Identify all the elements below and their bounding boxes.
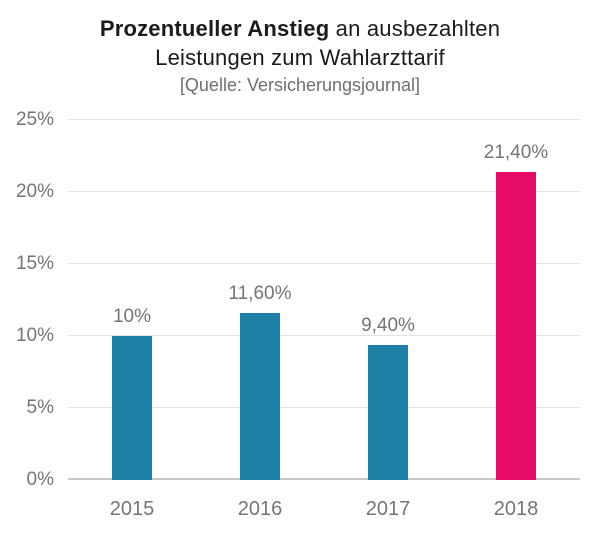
value-label-2015: 10%: [112, 306, 152, 327]
bar-2016: [240, 312, 280, 480]
gridline: [68, 407, 580, 408]
y-tick-label: 0%: [26, 469, 54, 490]
bar-2015: [112, 336, 152, 480]
bar-column-2018: 21,40% 2018: [452, 120, 580, 520]
y-axis: 0% 5% 10% 15% 20% 25%: [0, 109, 54, 490]
y-tick-label: 25%: [15, 109, 54, 130]
bar-column-2015: 10% 2015: [68, 120, 196, 520]
plot-area: 10% 2015 11,60% 2016 9,40% 2017 21,40% 2018: [68, 119, 580, 520]
value-label-2017: 9,40%: [361, 314, 415, 336]
x-tick-label-2017: 2017: [365, 498, 411, 520]
y-tick-label: 5%: [26, 397, 54, 418]
chart-source: [Quelle: Versicherungsjournal]: [179, 75, 421, 95]
y-tick-label: 20%: [15, 181, 54, 202]
chart-title-regular: an ausbezahlten: [329, 16, 501, 41]
value-label-2018: 21,40%: [483, 141, 549, 163]
x-tick-label-2016: 2016: [237, 498, 283, 520]
gridline: [68, 263, 580, 264]
chart-title: Prozentueller Anstieg an ausbezahlten Lei…: [0, 14, 600, 72]
gridline: [68, 191, 580, 192]
gridline: [68, 335, 580, 336]
bar-column-2016: 11,60% 2016: [196, 120, 324, 520]
y-tick-label: 10%: [15, 325, 54, 346]
chart-title-bold: Prozentueller Anstieg: [99, 16, 330, 41]
x-tick-label-2018: 2018: [493, 498, 539, 520]
x-tick-label-2015: 2015: [109, 498, 155, 520]
y-tick-label: 15%: [15, 253, 54, 274]
bar-2017: [368, 344, 408, 480]
chart-title-line2: Leistungen zum Wahlarzttarif: [155, 45, 445, 70]
value-label-2016: 11,60%: [228, 282, 292, 304]
bar-column-2017: 9,40% 2017: [324, 120, 452, 520]
chart-title-block: Prozentueller Anstieg an ausbezahlten Lei…: [0, 14, 600, 98]
gridline: [68, 119, 580, 120]
x-axis-line: [68, 478, 580, 480]
bar-2018: [496, 171, 536, 480]
